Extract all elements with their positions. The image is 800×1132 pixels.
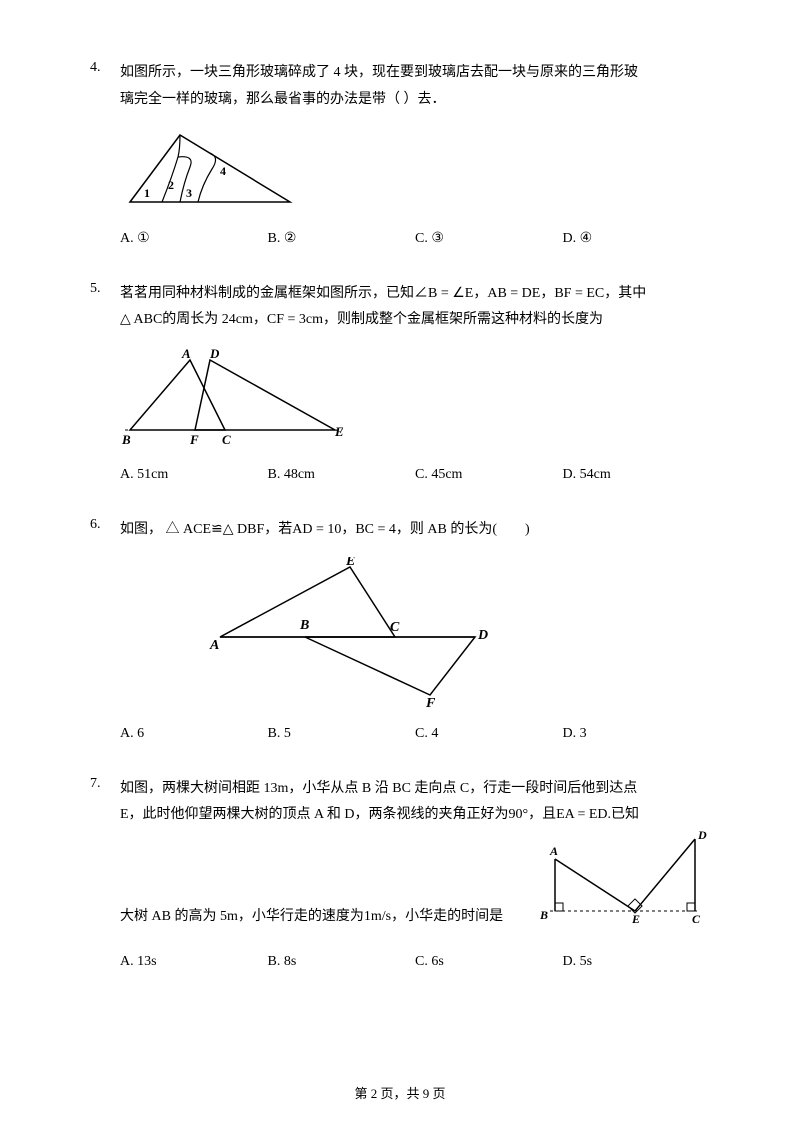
q5-option-a: A. 51cm (120, 462, 268, 489)
q4-fig-label-4: 4 (220, 164, 226, 178)
q7-text-line3a: 大树 AB 的高为 5m，小华行走的速度为1m/s，小华走的时间是 (120, 904, 540, 935)
q6-fig-label-E: E (345, 557, 355, 569)
q6-fig-label-F: F (425, 696, 436, 707)
q7-fig-label-E: E (631, 912, 640, 924)
q4-figure: 1 2 3 4 (120, 127, 710, 212)
q6-fig-label-C: C (390, 620, 400, 635)
question-6: 6. 如图， △ ACE≌△ DBF，若AD = 10，BC = 4，则 AB … (90, 517, 710, 748)
q6-options: A. 6 B. 5 C. 4 D. 3 (120, 721, 710, 748)
q5-fig-label-B: B (121, 432, 131, 447)
q4-text-line2: 璃完全一样的玻璃，那么最省事的办法是带（ ）去． (120, 87, 710, 114)
q6-option-c: C. 4 (415, 721, 563, 748)
q7-option-a: A. 13s (120, 949, 268, 976)
q6-fig-label-A: A (209, 638, 219, 653)
q7-options: A. 13s B. 8s C. 6s D. 5s (120, 949, 710, 976)
q7-fig-label-D: D (697, 829, 707, 842)
q7-option-b: B. 8s (268, 949, 416, 976)
q4-fig-label-2: 2 (168, 178, 174, 192)
q5-number: 5. (90, 281, 120, 297)
q7-number: 7. (90, 776, 120, 792)
q4-fig-label-1: 1 (144, 186, 150, 200)
q5-figure: A D B F C E (120, 348, 710, 448)
q7-text-line2: E，此时他仰望两棵大树的顶点 A 和 D，两条视线的夹角正好为90°，且EA =… (120, 802, 710, 829)
q5-fig-label-F: F (189, 432, 199, 447)
q5-fig-label-A: A (181, 348, 191, 361)
q6-fig-label-B: B (299, 618, 309, 633)
q5-option-d: D. 54cm (563, 462, 711, 489)
q6-option-d: D. 3 (563, 721, 711, 748)
q6-number: 6. (90, 517, 120, 533)
q5-options: A. 51cm B. 48cm C. 45cm D. 54cm (120, 462, 710, 489)
q6-figure: E B A C D F (200, 557, 710, 707)
q7-option-c: C. 6s (415, 949, 563, 976)
q4-options: A. ① B. ② C. ③ D. ④ (120, 226, 710, 253)
q5-option-b: B. 48cm (268, 462, 416, 489)
q5-fig-label-C: C (222, 432, 231, 447)
q5-fig-label-E: E (334, 424, 344, 439)
q7-text-line1: 如图，两棵大树间相距 13m，小华从点 B 沿 BC 走向点 C，行走一段时间后… (120, 776, 710, 803)
q4-fig-label-3: 3 (186, 186, 192, 200)
q7-option-d: D. 5s (563, 949, 711, 976)
question-5: 5. 茗茗用同种材料制成的金属框架如图所示，已知∠B = ∠E，AB = DE，… (90, 281, 710, 489)
q7-figure: A D B E C (540, 829, 710, 935)
q5-option-c: C. 45cm (415, 462, 563, 489)
q6-option-a: A. 6 (120, 721, 268, 748)
q5-text-line1: 茗茗用同种材料制成的金属框架如图所示，已知∠B = ∠E，AB = DE，BF … (120, 281, 710, 308)
page-footer: 第 2 页，共 9 页 (0, 1083, 800, 1102)
q7-fig-label-A: A (549, 844, 558, 858)
q7-fig-label-B: B (540, 908, 548, 922)
q4-option-c: C. ③ (415, 226, 563, 253)
q6-option-b: B. 5 (268, 721, 416, 748)
q5-text-line2: △ ABC的周长为 24cm，CF = 3cm，则制成整个金属框架所需这种材料的… (120, 307, 710, 334)
q7-fig-label-C: C (692, 912, 701, 924)
q6-fig-label-D: D (477, 628, 488, 643)
q4-text-line1: 如图所示，一块三角形玻璃碎成了 4 块，现在要到玻璃店去配一块与原来的三角形玻 (120, 60, 710, 87)
q4-option-d: D. ④ (563, 226, 711, 253)
q5-fig-label-D: D (209, 348, 220, 361)
q4-option-a: A. ① (120, 226, 268, 253)
q4-number: 4. (90, 60, 120, 76)
question-7: 7. 如图，两棵大树间相距 13m，小华从点 B 沿 BC 走向点 C，行走一段… (90, 776, 710, 975)
q6-text-line1: 如图， △ ACE≌△ DBF，若AD = 10，BC = 4，则 AB 的长为… (120, 517, 710, 544)
question-4: 4. 如图所示，一块三角形玻璃碎成了 4 块，现在要到玻璃店去配一块与原来的三角… (90, 60, 710, 253)
q4-option-b: B. ② (268, 226, 416, 253)
